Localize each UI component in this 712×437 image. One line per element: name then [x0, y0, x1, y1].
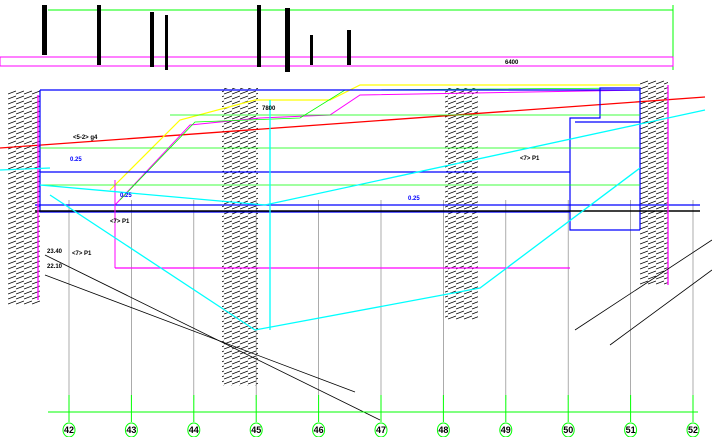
axis-bubble: [686, 422, 700, 437]
pile-columns: [8, 80, 668, 386]
axis-bubble: [374, 422, 388, 437]
axis-bubble: [436, 422, 450, 437]
axis-49: 49: [499, 395, 513, 437]
axis-label: 52: [688, 425, 698, 435]
strata-lines: [44, 239, 712, 421]
axis-label: 50: [563, 425, 573, 435]
axis-label: 48: [438, 425, 448, 435]
water-lines: [0, 100, 706, 331]
axis-bubble: [187, 422, 201, 437]
layer-label: <5-2> g4: [73, 135, 98, 141]
axis-44: 44: [187, 395, 201, 437]
axis-bubble: [624, 422, 638, 437]
axis-label: 43: [126, 425, 136, 435]
axis-label: 47: [376, 425, 386, 435]
axis-52: 52: [686, 395, 700, 437]
stratum-label-right: <7> P1: [520, 156, 540, 162]
axis-50: 50: [561, 395, 575, 437]
dim-6400: 6400: [505, 60, 519, 66]
axis-bubble: [561, 422, 575, 437]
axis-bubble: [499, 422, 513, 437]
slope-label-2: 0.25: [120, 193, 132, 199]
pile-45: [222, 88, 258, 386]
level-lines: [40, 114, 640, 186]
axis-label: 49: [501, 425, 511, 435]
pile-left: [8, 90, 40, 305]
axis-bubble: [249, 422, 263, 437]
slope-label-1: 0.25: [70, 157, 82, 163]
pile-48: [445, 88, 478, 320]
top-text-blocks: [42, 5, 351, 72]
elev-label-1: 23.40: [47, 249, 63, 255]
dim-7800: 7800: [262, 106, 276, 112]
axis-label: 51: [626, 425, 636, 435]
axis-48: 48: [436, 395, 450, 437]
axis-51: 51: [624, 395, 638, 437]
elev-label-2: 22.10: [47, 264, 63, 270]
axis-label: 45: [251, 425, 261, 435]
axis-label: 46: [314, 425, 324, 435]
axis-43: 43: [124, 395, 138, 437]
stratum-label-left: <7> P1: [72, 251, 92, 257]
axis-bubble: [312, 422, 326, 437]
stratum-label-mid: <7> P1: [110, 219, 130, 225]
axis-label: 44: [189, 425, 199, 435]
axis-bubble: [124, 422, 138, 437]
structure-outline: [35, 87, 700, 231]
ground-line: [0, 96, 706, 149]
pile-51: [640, 80, 668, 285]
axis-label: 42: [64, 425, 74, 435]
top-dimensions: [48, 5, 674, 70]
axis-47: 47: [374, 395, 388, 437]
axis-45: 45: [249, 395, 263, 437]
slope-label-3: 0.25: [408, 196, 420, 202]
axis-bubble: [62, 422, 76, 437]
section-line: [114, 89, 641, 206]
axis-grid: 42 43 44 45 46 47 48 49 50 51 52: [62, 395, 700, 437]
section-band: [0, 56, 674, 67]
axis-42: 42: [62, 395, 76, 437]
axis-46: 46: [312, 395, 326, 437]
gridlines: [68, 200, 694, 400]
cut-line: [109, 84, 640, 191]
